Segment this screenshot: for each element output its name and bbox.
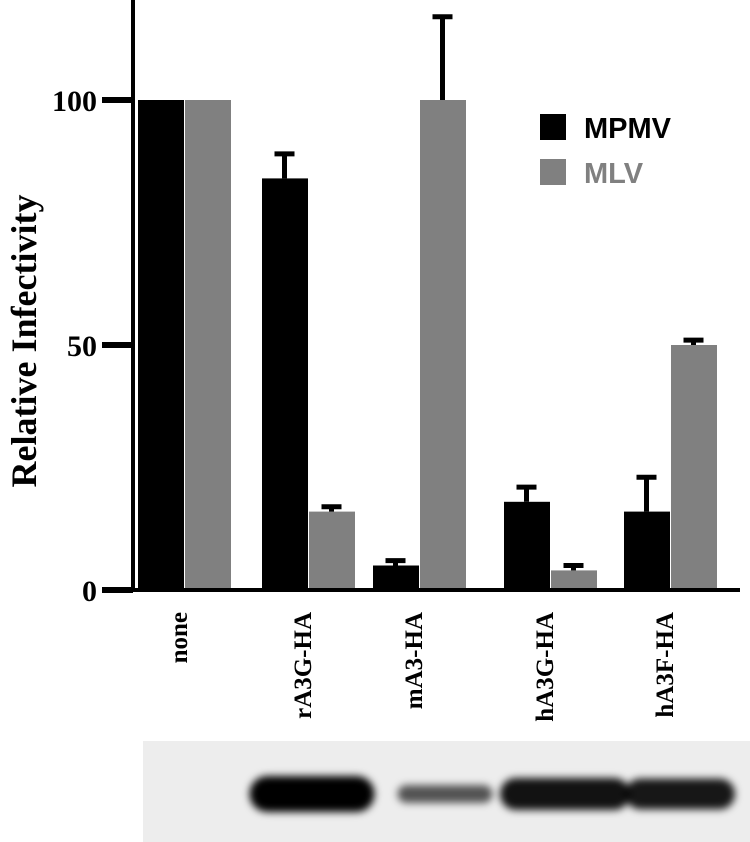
bar-mpmv-ha3f-ha (624, 511, 670, 590)
blot-band-ha3f-ha (625, 778, 735, 810)
bar-mlv-ha3f-ha (671, 345, 717, 590)
blot-band-ha3g-ha (500, 777, 630, 811)
legend-label-mlv: MLV (584, 158, 644, 190)
y-tick-label-50: 50 (67, 330, 97, 363)
bar-mlv-ha3g-ha (551, 570, 597, 590)
legend: MPMV MLV (540, 113, 672, 190)
bar-mlv-none (185, 100, 231, 590)
category-label-ha3g-ha: hA3G-HA (532, 612, 559, 722)
legend-label-mpmv: MPMV (584, 113, 672, 145)
bar-mpmv-ra3g-ha (262, 178, 308, 590)
y-ticks-group: 0 50 100 (52, 85, 133, 608)
bars-group (138, 100, 717, 590)
bar-mpmv-ma3-ha (373, 565, 419, 590)
y-tick-label-0: 0 (82, 575, 97, 608)
western-blot-image (143, 741, 750, 842)
y-tick-label-100: 100 (52, 85, 97, 118)
bar-mlv-ma3-ha (420, 100, 466, 590)
bar-mlv-ra3g-ha (309, 511, 355, 590)
error-bars-group (274, 14, 704, 571)
bar-mpmv-none (138, 100, 184, 590)
category-label-ra3g-ha: rA3G-HA (290, 612, 317, 719)
bar-mpmv-ha3g-ha (504, 501, 550, 590)
category-label-ha3f-ha: hA3F-HA (652, 612, 679, 718)
category-labels-group: none rA3G-HA mA3-HA hA3G-HA hA3F-HA (166, 612, 679, 722)
legend-swatch-mlv (540, 159, 566, 185)
blot-band-ra3g-ha (249, 776, 375, 812)
legend-swatch-mpmv (540, 114, 566, 140)
category-label-ma3-ha: mA3-HA (401, 612, 428, 709)
y-axis-label: Relative Infectivity (4, 195, 44, 488)
blot-band-ma3-ha (397, 785, 493, 803)
category-label-none: none (166, 612, 193, 663)
